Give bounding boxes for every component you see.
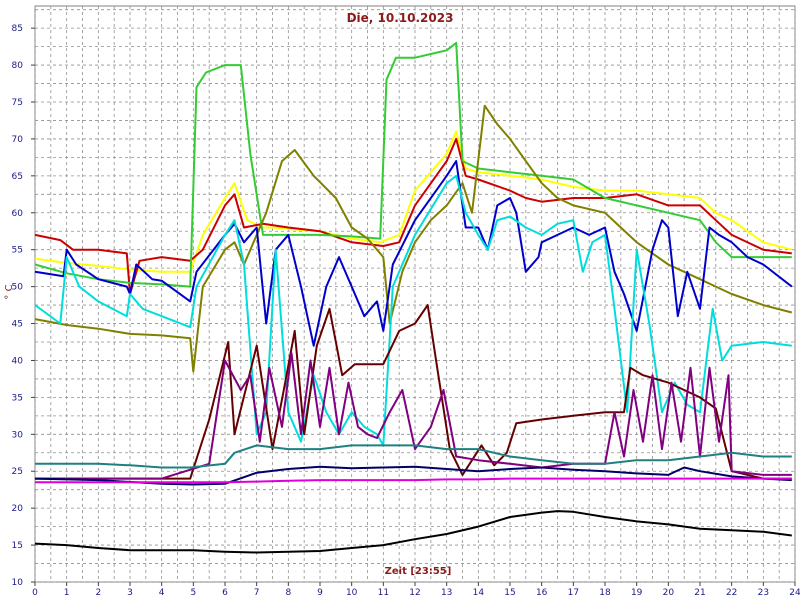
- y-tick-label: 25: [12, 467, 23, 477]
- y-tick-label: 30: [12, 430, 24, 440]
- y-tick-label: 80: [12, 61, 24, 71]
- series-layer: [34, 41, 793, 554]
- series-line-6: [35, 304, 792, 480]
- series-line-0: [34, 130, 793, 273]
- series-line-2: [34, 41, 792, 288]
- x-tick-label: 5: [190, 588, 196, 598]
- x-tick-label: 20: [663, 588, 675, 598]
- y-tick-label: 35: [12, 393, 23, 403]
- y-tick-label: 45: [12, 320, 23, 330]
- series-line-3: [34, 104, 793, 373]
- x-tick-label: 16: [536, 588, 548, 598]
- x-tick-label: 19: [631, 588, 643, 598]
- x-tick-label: 3: [127, 588, 133, 598]
- series-line-8: [35, 444, 792, 469]
- series-line-4: [34, 160, 793, 347]
- grid: [34, 5, 796, 583]
- x-tick-label: 9: [317, 588, 323, 598]
- series-line-11: [34, 510, 792, 554]
- x-tick-label: 8: [285, 588, 291, 598]
- x-tick-label: 14: [473, 588, 485, 598]
- x-tick-label: 15: [504, 588, 515, 598]
- y-tick-label: 20: [12, 504, 24, 514]
- x-tick-label: 1: [64, 588, 70, 598]
- y-tick-label: 40: [12, 356, 24, 366]
- x-tick-label: 18: [599, 588, 611, 598]
- y-tick-label: 65: [12, 172, 23, 182]
- x-tick-label: 0: [32, 588, 38, 598]
- x-tick-label: 22: [726, 588, 737, 598]
- x-tick-label: 10: [346, 588, 358, 598]
- x-tick-label: 21: [694, 588, 705, 598]
- chart-title: Die, 10.10.2023: [347, 11, 454, 25]
- x-tick-label: 11: [378, 588, 389, 598]
- x-tick-label: 12: [409, 588, 420, 598]
- x-tick-label: 4: [159, 588, 165, 598]
- y-tick-label: 70: [12, 135, 24, 145]
- x-tick-label: 17: [568, 588, 579, 598]
- x-tick-label: 2: [95, 588, 101, 598]
- y-tick-label: 15: [12, 541, 23, 551]
- y-tick-label: 55: [12, 246, 23, 256]
- x-tick-label: 6: [222, 588, 228, 598]
- y-tick-label: 60: [12, 209, 24, 219]
- y-tick-label: 75: [12, 98, 23, 108]
- series-line-9: [34, 465, 792, 486]
- x-tick-label: 13: [441, 588, 452, 598]
- y-axis-label: ° C: [4, 284, 15, 299]
- series-line-7: [35, 352, 792, 480]
- x-tick-label: 7: [254, 588, 260, 598]
- y-tick-label: 50: [12, 283, 24, 293]
- series-line-5: [34, 174, 792, 447]
- series-line-10: [35, 477, 792, 484]
- x-axis-label: Zeit [23:55]: [385, 566, 452, 577]
- x-tick-label: 23: [758, 588, 769, 598]
- axes: 0 1 2 3 4 5 6 7 8 9 10 11 12 13 14 15 16 17 18 19 20 21 22 23 24…: [12, 24, 800, 598]
- x-tick-label: 24: [789, 588, 800, 598]
- y-tick-label: 10: [12, 578, 24, 588]
- y-tick-label: 85: [12, 24, 23, 34]
